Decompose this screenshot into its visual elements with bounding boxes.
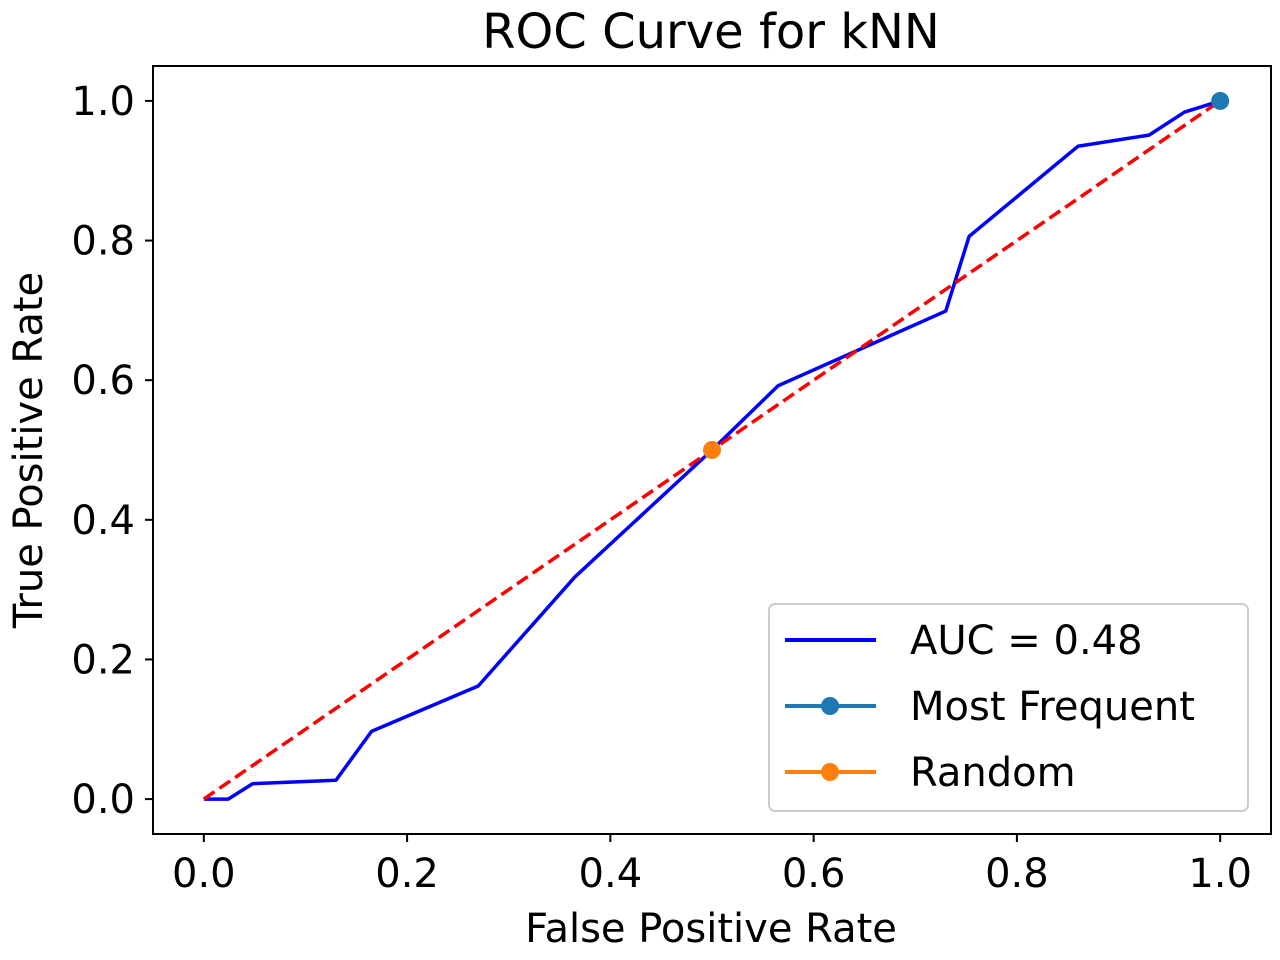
- y-tick-label: 0.8: [71, 219, 135, 265]
- legend-marker-random: [821, 763, 839, 781]
- random-point: [703, 441, 721, 459]
- x-axis-ticks: 0.0 0.2 0.4 0.6 0.8 1.0: [172, 834, 1252, 897]
- legend: AUC = 0.48 Most Frequent Random: [768, 603, 1249, 812]
- legend-label-most-frequent: Most Frequent: [910, 684, 1195, 730]
- y-axis-ticks: 0.0 0.2 0.4 0.6 0.8 1.0: [71, 79, 153, 823]
- series-layer: [202, 91, 1230, 801]
- y-tick-label: 0.2: [71, 637, 135, 683]
- legend-marker-most-frequent: [821, 697, 839, 715]
- legend-box: [768, 603, 1249, 812]
- x-tick-label: 0.8: [985, 851, 1049, 897]
- legend-item-random: Random: [785, 750, 1076, 796]
- x-tick-label: 0.6: [782, 851, 846, 897]
- x-axis-label: False Positive Rate: [525, 906, 897, 952]
- legend-item-most-frequent: Most Frequent: [785, 684, 1195, 730]
- most-frequent-point: [1211, 91, 1230, 110]
- legend-label-random: Random: [910, 750, 1076, 796]
- x-tick-label: 0.0: [172, 851, 236, 897]
- x-tick-label: 0.2: [375, 851, 439, 897]
- y-tick-label: 0.4: [71, 498, 135, 544]
- x-tick-label: 1.0: [1188, 851, 1252, 897]
- y-axis-label: True Positive Rate: [6, 272, 52, 629]
- chart-title: ROC Curve for kNN: [482, 4, 940, 60]
- plot-area: [152, 65, 1272, 835]
- y-tick-label: 0.0: [71, 777, 135, 823]
- x-tick-label: 0.4: [579, 851, 643, 897]
- legend-label-auc: AUC = 0.48: [910, 618, 1143, 664]
- y-tick-label: 0.6: [71, 358, 135, 404]
- legend-item-auc: AUC = 0.48: [785, 618, 1143, 664]
- y-tick-label: 1.0: [71, 79, 135, 125]
- plot-frame: [152, 65, 1272, 835]
